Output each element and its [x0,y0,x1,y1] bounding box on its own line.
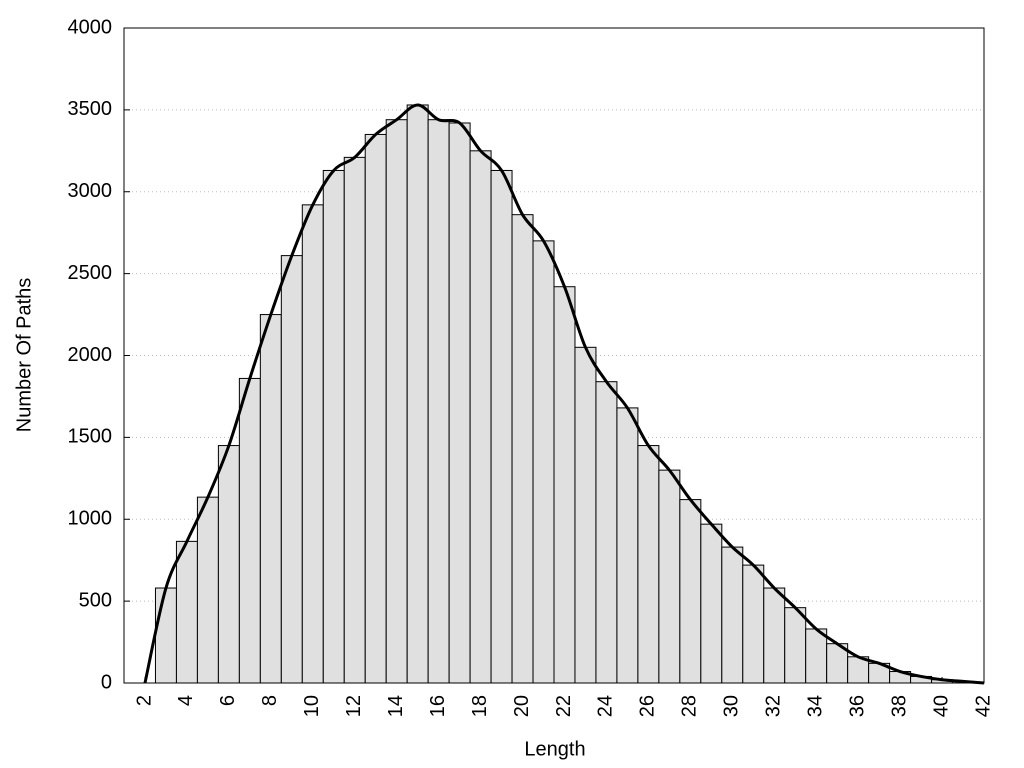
bar [196,496,219,684]
y-axis-label: Number Of Paths [13,278,35,433]
bar [532,240,555,684]
bar [448,122,471,684]
bar [259,314,282,684]
x-tick-label: 2 [133,695,155,706]
x-tick-label: 12 [343,695,365,717]
x-tick-label: 22 [553,695,575,717]
bar [343,156,366,684]
plot-frame [123,27,985,684]
x-tick-label: 36 [846,695,868,717]
bar [322,169,345,684]
line [143,103,985,685]
x-tick-label: 34 [804,695,826,717]
x-tick-label: 14 [385,695,407,717]
bar [658,469,681,684]
bar [805,628,828,684]
x-tick-label: 38 [888,695,910,717]
bar [175,540,198,684]
x-tick-label: 26 [637,695,659,717]
y-tick-label: 3000 [68,180,113,202]
x-tick-label: 16 [427,695,449,717]
bar [574,346,597,684]
bar [553,286,576,684]
bar [280,255,303,684]
y-tick-label: 0 [101,671,112,693]
bar [763,587,786,684]
bar [700,523,723,684]
bar [679,499,702,684]
bar [364,133,387,684]
bar [469,150,492,684]
x-tick-label: 28 [679,695,701,717]
y-tick-label: 4000 [68,16,113,38]
bar [742,564,765,684]
bar [721,546,744,684]
bar [490,169,513,684]
bar [427,119,450,684]
bar [238,377,261,684]
y-tick-label: 3500 [68,98,113,120]
bar [637,445,660,684]
x-tick-label: 4 [175,695,197,706]
x-axis-label: Length [524,738,585,760]
bar [154,587,177,684]
y-tick-label: 1500 [68,426,113,448]
x-tick-label: 18 [469,695,491,717]
bar [217,445,240,684]
x-tick-label: 30 [721,695,743,717]
bar [406,104,429,684]
x-tick-label: 6 [217,695,239,706]
y-tick-label: 1000 [68,508,113,530]
x-tick-label: 8 [259,695,281,706]
y-tick-label: 2000 [68,344,113,366]
x-tick-label: 10 [301,695,323,717]
bar [511,214,534,684]
x-tick-label: 42 [972,695,994,717]
y-tick-label: 2500 [68,262,113,284]
x-tick-label: 20 [511,695,533,717]
bar [385,119,408,684]
bar [301,204,324,684]
x-tick-label: 40 [930,695,952,717]
bar [784,607,807,684]
bar [616,407,639,684]
y-tick-label: 500 [79,589,112,611]
x-tick-label: 32 [763,695,785,717]
x-tick-label: 24 [595,695,617,717]
bar [595,381,618,684]
